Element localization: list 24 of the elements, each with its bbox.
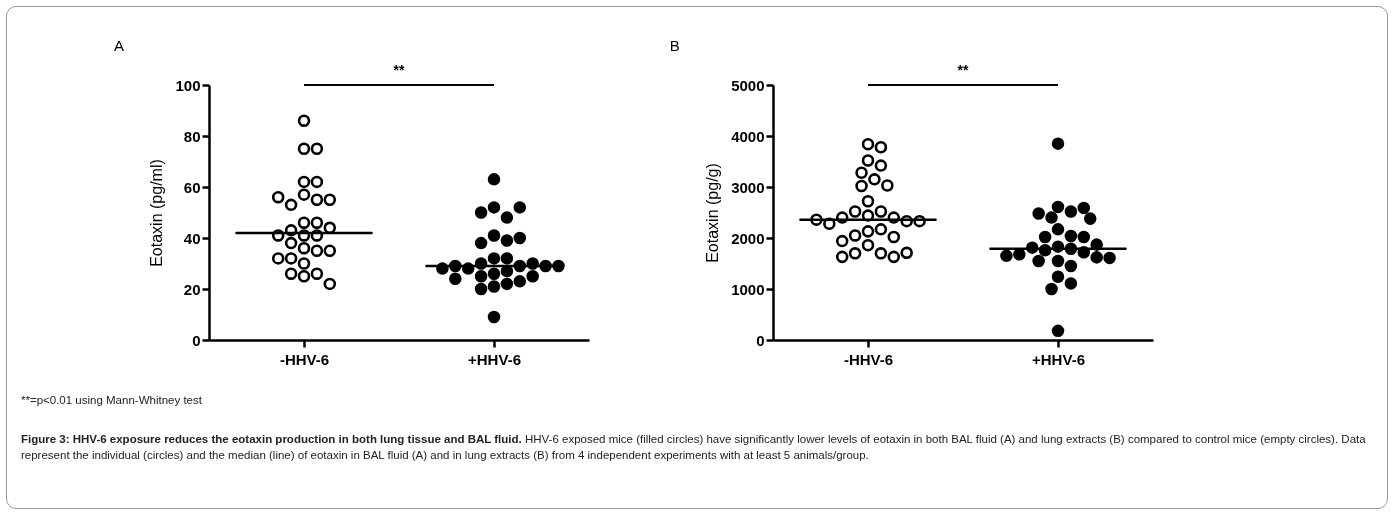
y-tick-label: 80 (183, 127, 201, 145)
y-tick-label: 100 (175, 76, 201, 94)
text: **=p<0.01 using Mann-Whitney test (21, 393, 203, 408)
text: ** (393, 62, 405, 78)
y-tick-label: 0 (756, 331, 765, 349)
y-tick-label: 40 (183, 229, 201, 247)
x-tick-label: -HHV-6 (843, 350, 894, 368)
y-tick-label: 2000 (731, 229, 765, 247)
y-tick-label: 1000 (731, 280, 765, 298)
chart-title: A (113, 37, 124, 54)
y-axis-title: Eotaxin (pg/g) (704, 163, 722, 263)
y-tick-label: 5000 (731, 76, 765, 94)
y-tick-label: 3000 (731, 178, 765, 196)
text: ** (957, 62, 969, 78)
x-tick-label: +HHV-6 (468, 350, 521, 368)
caption: Figure 3: HHV-6 exposure reduces the eotaxin production in both lung tissue and BAL fluid. (21, 432, 522, 445)
x-tick-label: -HHV-6 (279, 350, 330, 368)
y-tick-label: 60 (183, 178, 201, 196)
chart-title: B (669, 37, 680, 54)
y-axis-title: Eotaxin (pg/ml) (148, 159, 166, 267)
y-tick-label: 20 (183, 280, 201, 298)
y-tick-label: 4000 (731, 127, 765, 145)
x-tick-label: +HHV-6 (1032, 350, 1085, 368)
y-tick-label: 0 (192, 331, 201, 349)
